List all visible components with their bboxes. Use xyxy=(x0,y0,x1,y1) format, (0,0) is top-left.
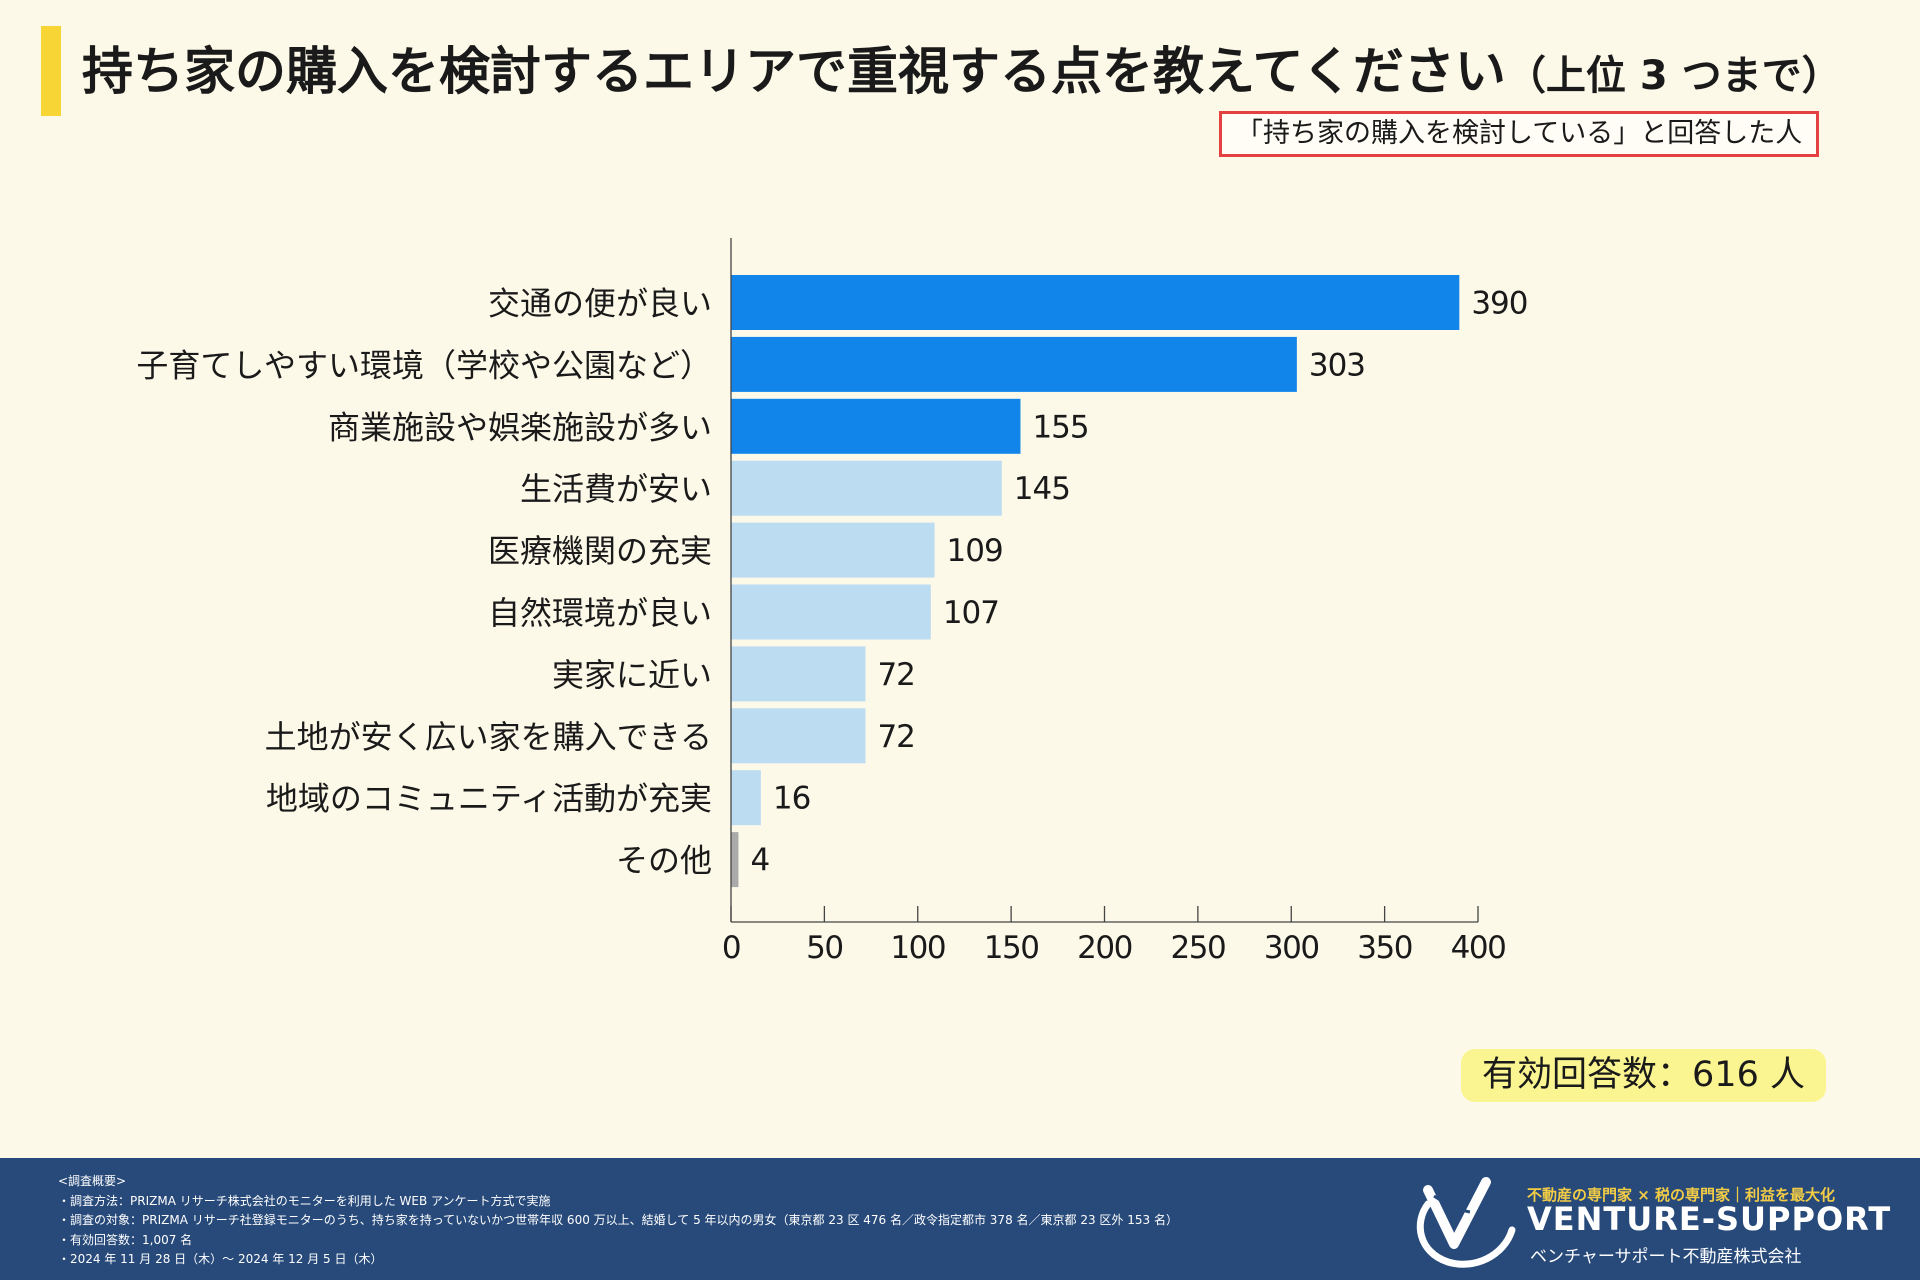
survey-note-line: <調査概要> xyxy=(58,1174,127,1188)
value-label: 109 xyxy=(947,533,1003,569)
brand-company: ベンチャーサポート不動産株式会社 xyxy=(1530,1247,1802,1267)
value-label: 155 xyxy=(1032,409,1088,445)
x-tick-label: 200 xyxy=(1077,930,1132,966)
category-label: 地域のコミュニティ活動が充実 xyxy=(266,780,712,818)
x-tick-label: 50 xyxy=(806,930,842,966)
venture-support-logo-icon xyxy=(1416,1177,1516,1268)
category-label: 商業施設や娯楽施設が多い xyxy=(328,408,712,446)
value-label: 145 xyxy=(1014,471,1070,507)
bar xyxy=(731,770,761,826)
bar-chart: 交通の便が良い 390 子育てしやすい環境（学校や公園など） 303 商業施設や娯楽施設… xyxy=(136,238,1528,966)
x-tick-label: 250 xyxy=(1171,930,1226,966)
category-label: 医療機関の充実 xyxy=(488,532,712,570)
bar xyxy=(731,460,1002,516)
page-title: 持ち家の購入を検討するエリアで重視する点を教えてください（上位 3 つまで） xyxy=(82,38,1842,111)
bar xyxy=(731,646,866,702)
title-suffix: （上位 3 つまで） xyxy=(1505,53,1842,99)
bar xyxy=(731,336,1297,392)
category-label: 生活費が安い xyxy=(520,470,712,508)
category-label: 土地が安く広い家を購入できる xyxy=(265,718,712,756)
title-main: 持ち家の購入を検討するエリアで重視する点を教えてください xyxy=(82,43,1506,102)
category-label: 交通の便が良い xyxy=(488,285,712,323)
footer: <調査概要> ・調査方法：PRIZMA リサーチ株式会社のモニターを利用した WE… xyxy=(0,1158,1920,1280)
value-label: 72 xyxy=(877,719,914,755)
bar xyxy=(731,708,866,764)
category-label: 実家に近い xyxy=(552,656,712,694)
survey-note-line: ・有効回答数：1,007 名 xyxy=(58,1232,193,1247)
survey-note-line: ・2024 年 11 月 28 日（木）〜 2024 年 12 月 5 日（木） xyxy=(58,1252,383,1266)
brand-name: VENTURE-SUPPORT xyxy=(1527,1200,1892,1238)
bar xyxy=(731,584,931,640)
subtitle-box: 「持ち家の購入を検討している」と回答した人 xyxy=(1219,111,1820,157)
category-label: 自然環境が良い xyxy=(488,594,712,632)
value-label: 4 xyxy=(750,843,769,879)
survey-note-line: ・調査方法：PRIZMA リサーチ株式会社のモニターを利用した WEB アンケー… xyxy=(58,1193,551,1208)
x-tick-label: 300 xyxy=(1264,930,1319,966)
x-tick-label: 350 xyxy=(1357,930,1412,966)
x-tick-label: 400 xyxy=(1451,930,1506,966)
brand-tagline: 不動産の専門家 × 税の専門家｜利益を最大化 xyxy=(1527,1186,1836,1204)
value-label: 390 xyxy=(1471,286,1527,322)
bar xyxy=(731,522,935,578)
value-label: 107 xyxy=(943,595,999,631)
value-label: 16 xyxy=(773,781,810,817)
bar xyxy=(731,832,739,888)
bars-group: 交通の便が良い 390 子育てしやすい環境（学校や公園など） 303 商業施設や娯楽施設… xyxy=(136,275,1528,888)
x-axis-group: 0 50 100 150 200 250 300 350 400 xyxy=(722,238,1507,966)
bar xyxy=(731,275,1460,330)
value-label: 303 xyxy=(1309,347,1365,383)
respondent-count-badge: 有効回答数：616 人 xyxy=(1461,1049,1826,1102)
title-accent-bar xyxy=(41,26,61,116)
value-label: 72 xyxy=(877,657,914,693)
bar xyxy=(731,398,1021,454)
category-label: その他 xyxy=(616,842,712,880)
survey-note-line: ・調査の対象：PRIZMA リサーチ社登録モニターのうち、持ち家を持っていないか… xyxy=(58,1213,1178,1227)
x-tick-label: 150 xyxy=(984,930,1039,966)
survey-notes: <調査概要> ・調査方法：PRIZMA リサーチ株式会社のモニターを利用した WE… xyxy=(58,1172,1178,1270)
x-tick-label: 100 xyxy=(890,930,945,966)
x-tick-label: 0 xyxy=(722,930,740,966)
category-label: 子育てしやすい環境（学校や公園など） xyxy=(136,346,712,384)
